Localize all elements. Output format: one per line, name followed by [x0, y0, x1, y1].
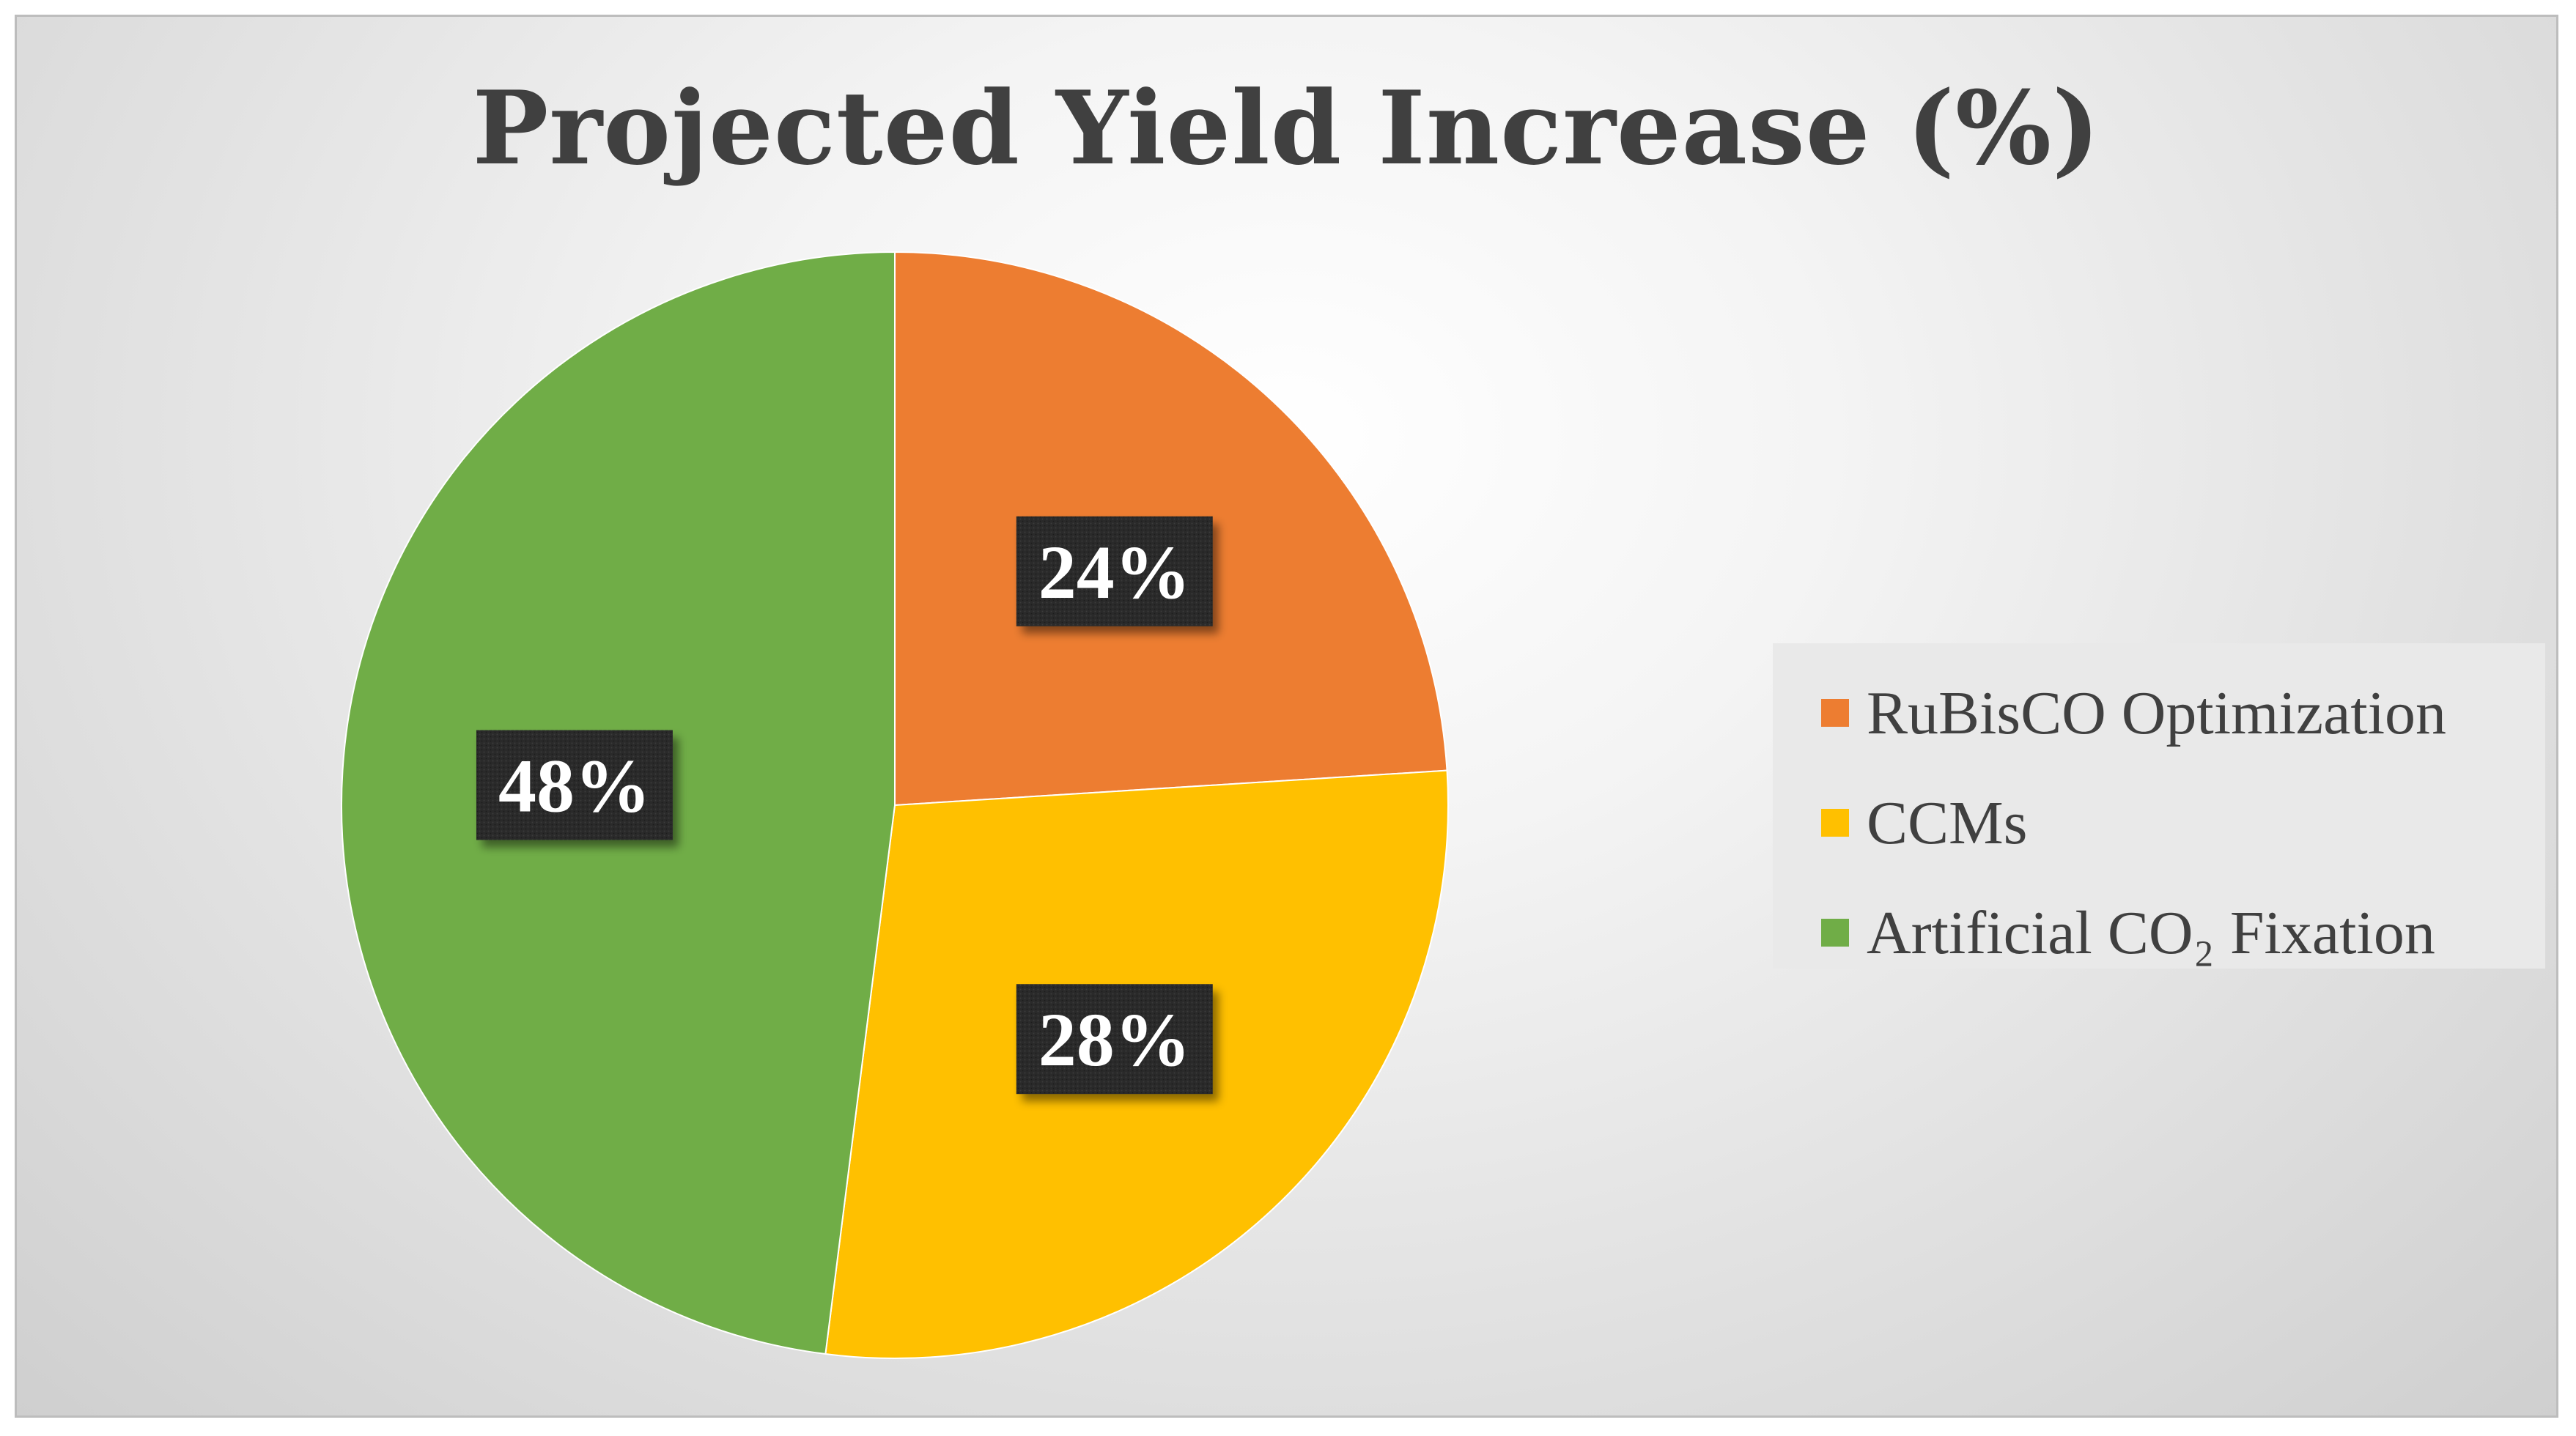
legend-swatch: [1821, 919, 1849, 947]
legend-item-artificial-co2-fixation: Artificial CO₂ Fixation: [1773, 878, 2545, 988]
legend-label: RuBisCO Optimization: [1867, 678, 2447, 747]
data-labels: 24% 28% 48%: [476, 516, 1213, 1095]
legend: RuBisCO Optimization CCMs Artificial CO₂…: [1773, 643, 2545, 969]
legend-label: Artificial CO₂ Fixation: [1867, 898, 2435, 967]
legend-label: CCMs: [1867, 788, 2028, 857]
legend-swatch: [1821, 809, 1849, 837]
chart-area: Projected Yield Increase (%) 24% 28% 48% R…: [15, 15, 2558, 1418]
data-label-text: 28%: [1038, 998, 1191, 1082]
chart-title: Projected Yield Increase (%): [472, 68, 2101, 188]
data-label: 24%: [1016, 516, 1213, 626]
legend-swatch: [1821, 699, 1849, 727]
pie-chart: 24% 28% 48%: [340, 251, 1449, 1359]
data-label-background: [1016, 516, 1213, 626]
data-label-text: 48%: [498, 744, 651, 829]
data-label: 28%: [1016, 984, 1213, 1095]
data-label-text: 24%: [1038, 530, 1191, 615]
data-label: 48%: [476, 730, 673, 840]
legend-item-ccms: CCMs: [1773, 768, 2545, 878]
data-label-background: [1016, 984, 1213, 1095]
data-label-background: [476, 730, 673, 840]
legend-item-rubisco-optimization: RuBisCO Optimization: [1773, 658, 2545, 768]
